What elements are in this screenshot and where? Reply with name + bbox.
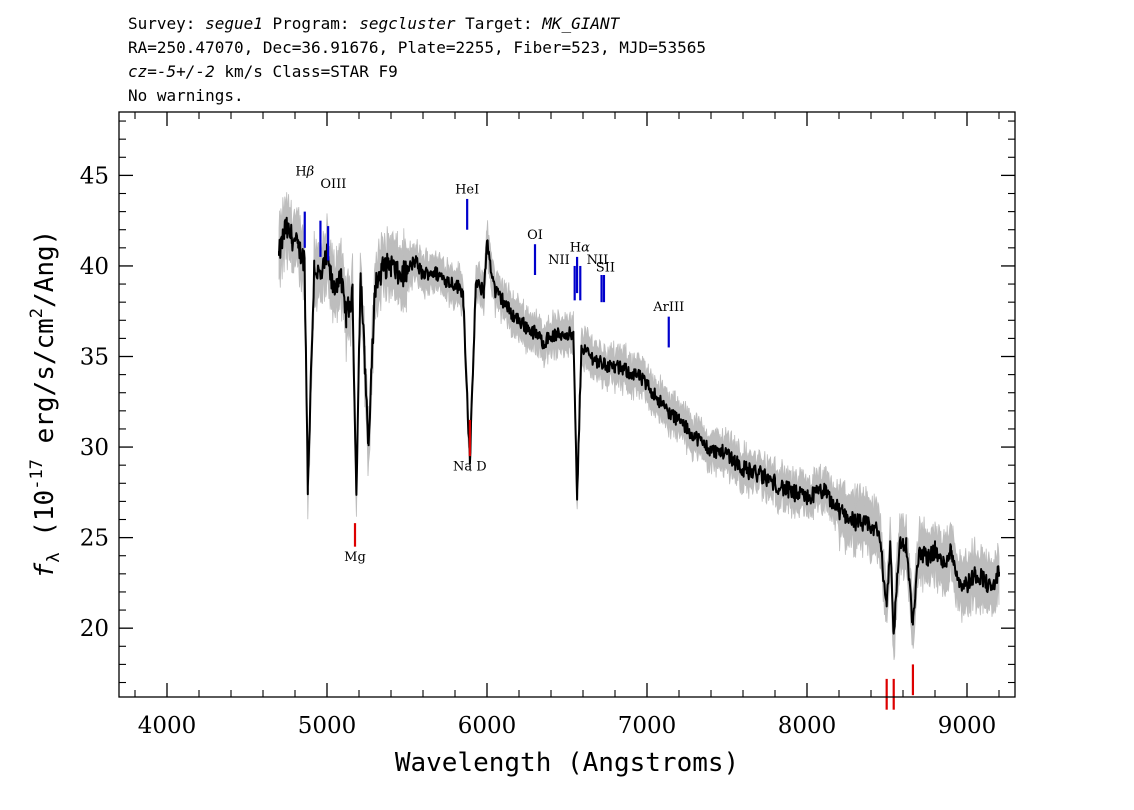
error-band bbox=[278, 192, 1000, 660]
header-line-4: No warnings. bbox=[128, 86, 244, 105]
y-tick-label: 35 bbox=[80, 345, 109, 371]
emission-line-label: NII bbox=[548, 253, 570, 268]
flux-line bbox=[278, 216, 1000, 635]
emission-line-label: NII bbox=[587, 253, 609, 268]
emission-line-label: OI bbox=[527, 228, 543, 243]
x-tick-label: 4000 bbox=[138, 713, 197, 739]
x-axis-label: Wavelength (Angstroms) bbox=[395, 748, 739, 778]
emission-line-label: Hβ bbox=[295, 164, 314, 179]
emission-line-label: SII bbox=[596, 260, 615, 275]
plot-frame bbox=[118, 111, 1016, 698]
x-tick-label: 8000 bbox=[778, 713, 837, 739]
emission-line-label: Hα bbox=[570, 240, 590, 255]
emission-line-label: OIII bbox=[320, 177, 346, 192]
x-tick-label: 9000 bbox=[938, 713, 997, 739]
x-tick-label: 7000 bbox=[618, 713, 677, 739]
error-band-layer bbox=[278, 192, 1000, 660]
x-tick-label: 6000 bbox=[458, 713, 517, 739]
x-tick-label: 5000 bbox=[298, 713, 357, 739]
absorption-line-label: Na D bbox=[453, 460, 487, 475]
header-line-3: cz=-5+/-2 km/s Class=STAR F9 bbox=[128, 62, 398, 81]
y-tick-label: 45 bbox=[80, 163, 109, 189]
header-line-2: RA=250.47070, Dec=36.91676, Plate=2255, … bbox=[128, 38, 706, 57]
axis-ticks-layer: 4000 5000 6000 7000 8000 9000 20 25 30 35 40 45 bbox=[80, 112, 1015, 739]
y-axis-label: fλ (10-17 erg/s/cm2/Ang) bbox=[27, 230, 64, 579]
flux-layer bbox=[278, 216, 1000, 635]
emission-line-label: HeI bbox=[455, 183, 479, 198]
emission-line-label: ArIII bbox=[652, 300, 684, 315]
header-line-1: Survey: segue1 Program: segcluster Targe… bbox=[128, 14, 621, 33]
y-tick-label: 30 bbox=[80, 435, 109, 461]
absorption-line-label: Mg bbox=[344, 550, 366, 565]
y-tick-label: 40 bbox=[80, 254, 109, 280]
y-tick-label: 25 bbox=[80, 526, 109, 552]
y-tick-label: 20 bbox=[80, 616, 109, 642]
